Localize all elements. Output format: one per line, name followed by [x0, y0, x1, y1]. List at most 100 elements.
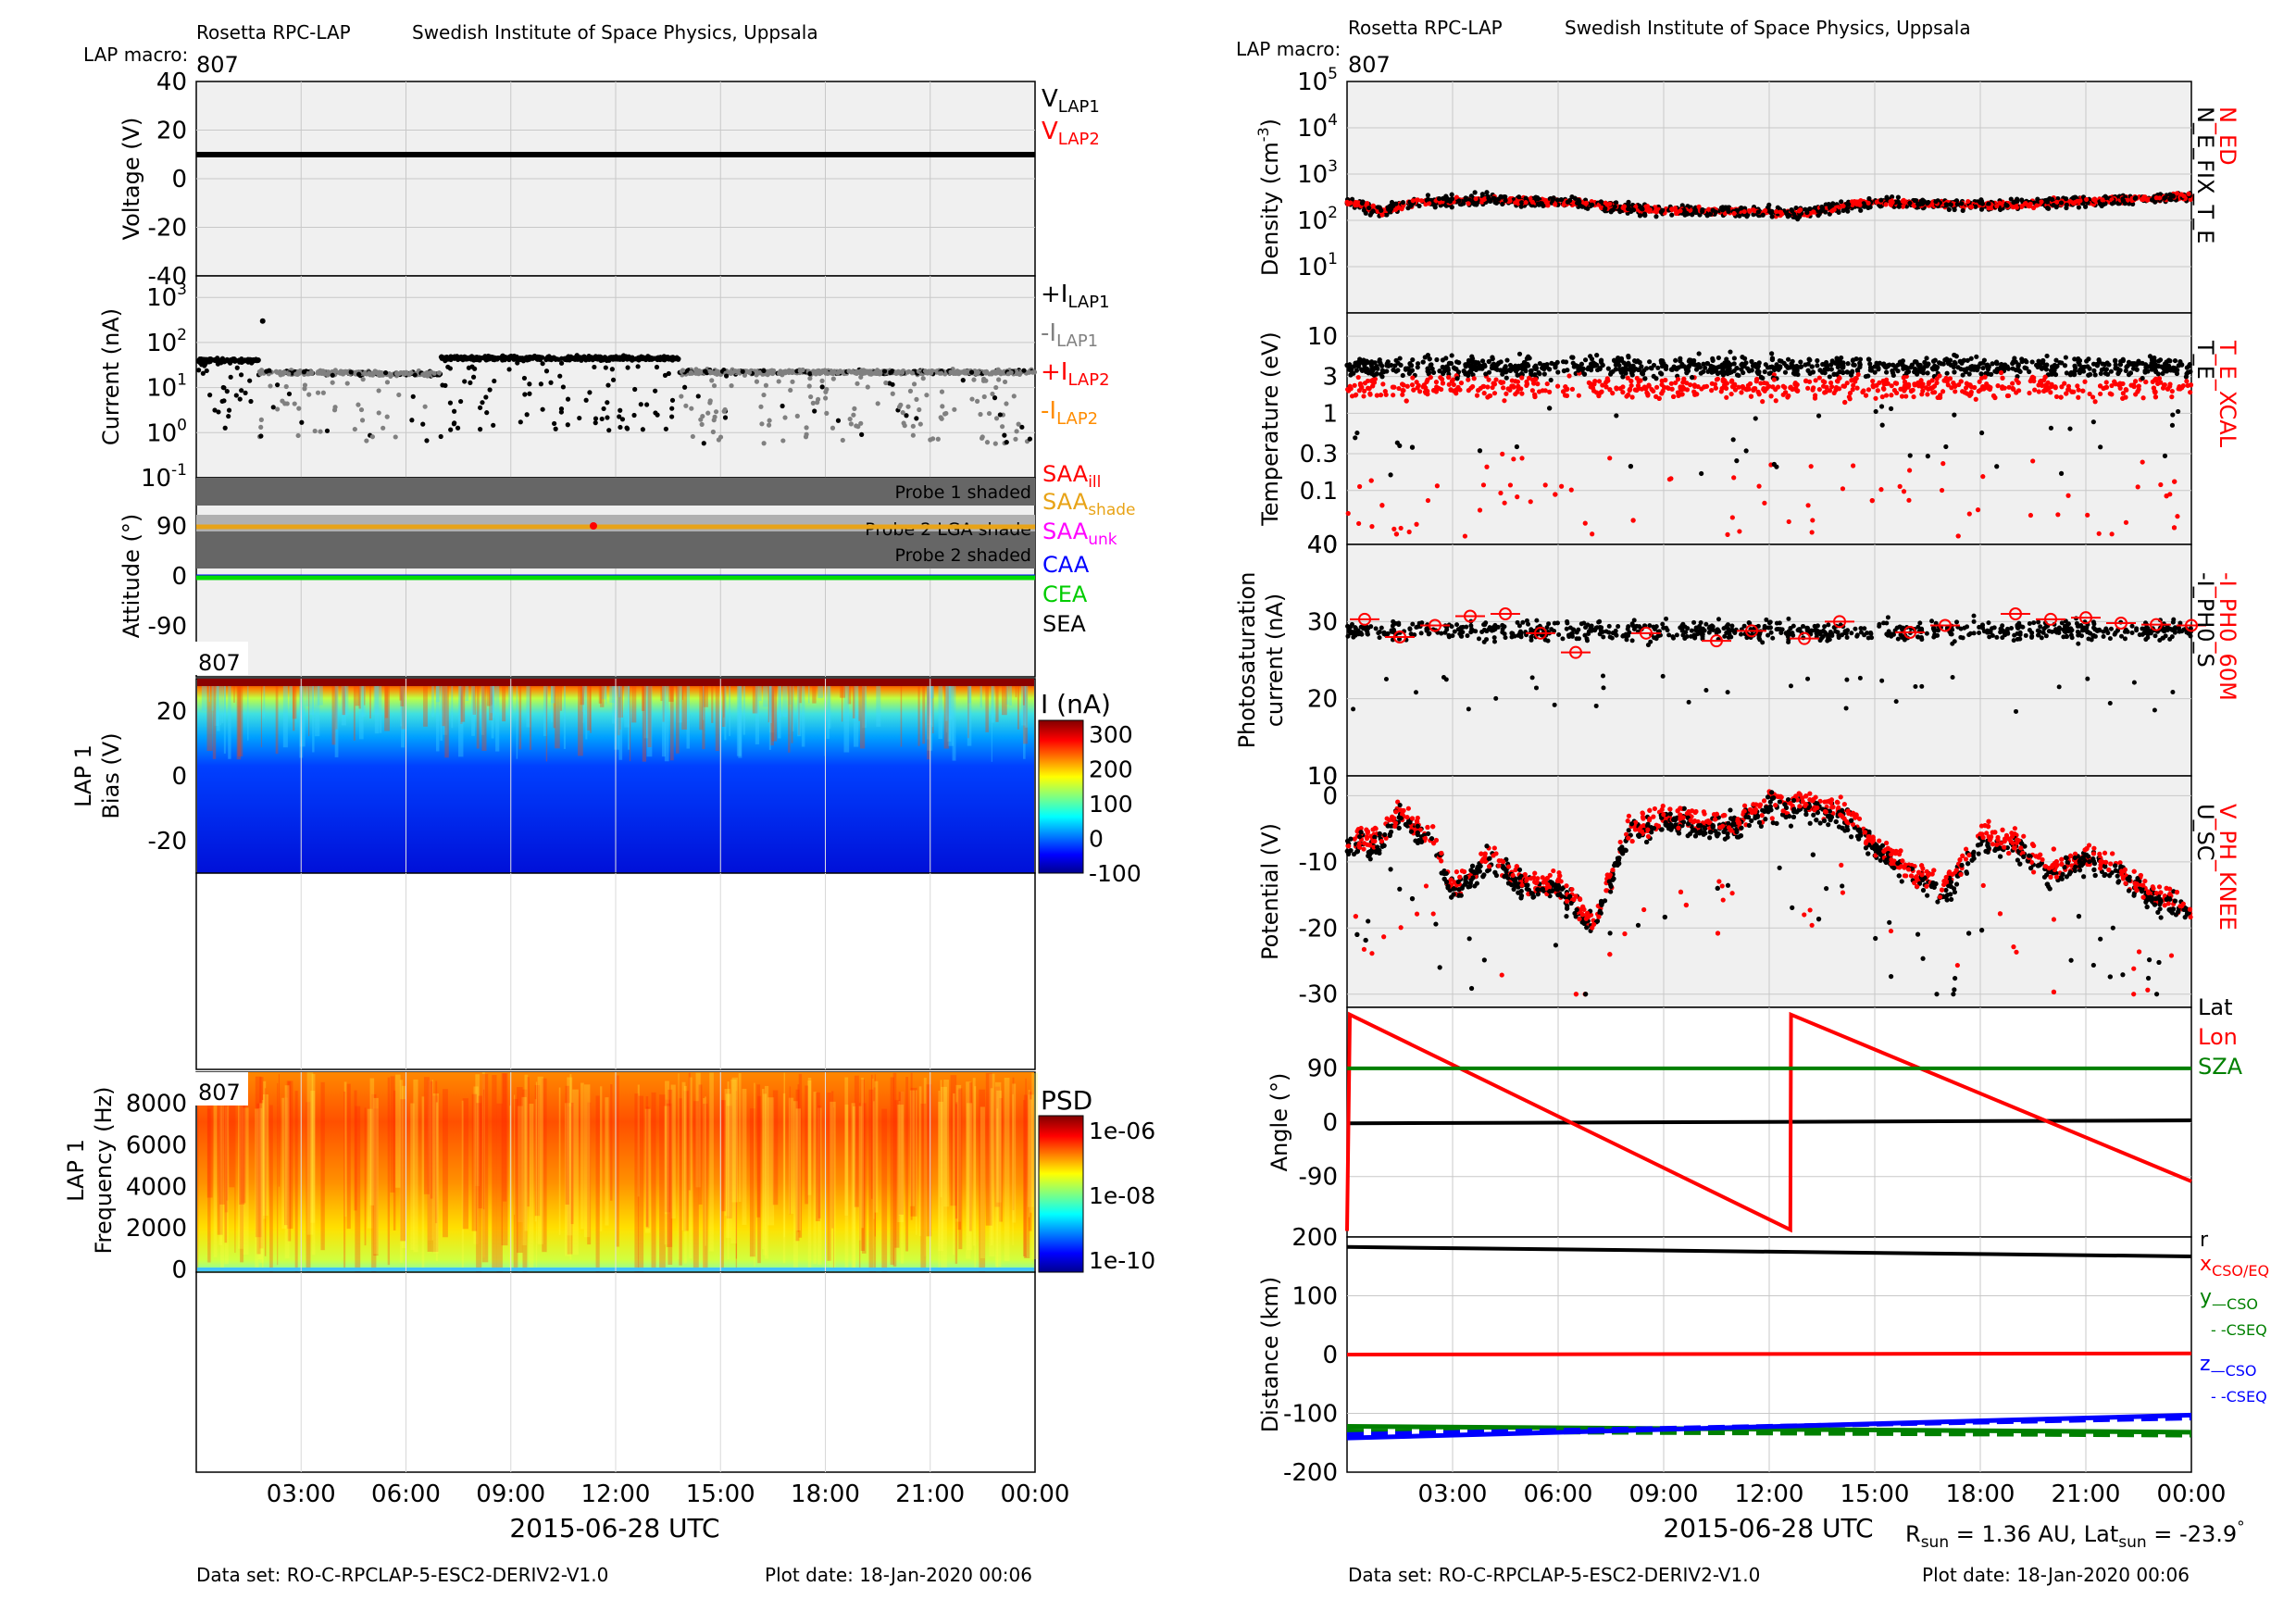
current-point — [412, 372, 418, 378]
density-point — [1719, 207, 1726, 213]
probe2-lga-label: Probe 2 LGA shade — [865, 519, 1031, 540]
x-tick-label: 21:00 — [895, 1480, 965, 1508]
current-point — [480, 400, 485, 406]
freq-stripe — [310, 1091, 316, 1223]
current-point — [984, 440, 991, 445]
freq-stripe — [259, 1103, 264, 1263]
y-tick-label: 0 — [171, 763, 187, 791]
density-point — [1585, 206, 1591, 211]
temperature-point — [1710, 357, 1716, 363]
current-point — [761, 392, 767, 398]
freq-stripe — [720, 1100, 724, 1294]
density-point — [2044, 206, 2051, 211]
freq-stripe — [410, 1103, 415, 1250]
current-point — [233, 393, 239, 398]
temperature-point — [1536, 389, 1542, 394]
current-point — [819, 378, 825, 383]
density-point — [1946, 206, 1952, 212]
current-point — [382, 369, 389, 376]
x-tick-label: 12:00 — [581, 1480, 651, 1508]
freq-stripe — [517, 1106, 523, 1223]
current-point — [996, 377, 1002, 382]
density-point — [1878, 197, 1884, 203]
current-point — [968, 369, 975, 375]
freq-stripe — [522, 1089, 528, 1278]
bias-stripe — [647, 679, 652, 747]
density-point — [2039, 199, 2044, 205]
current-point — [218, 360, 224, 366]
bias-stripe — [400, 679, 403, 727]
current-point — [1005, 371, 1011, 377]
density-point — [1669, 212, 1675, 218]
freq-stripe — [909, 1090, 916, 1206]
current-point — [653, 388, 658, 394]
density-point — [1997, 206, 2003, 213]
freq-stripe — [224, 1106, 229, 1265]
bias-stripe — [769, 679, 775, 746]
bias-stripe — [669, 679, 674, 761]
freq-stripe — [294, 1091, 298, 1285]
bias-stripe — [543, 679, 547, 736]
current-point — [552, 420, 557, 427]
current-point — [877, 371, 883, 377]
temperature-point — [2029, 359, 2035, 365]
current-point — [538, 381, 543, 387]
freq-stripe — [844, 1077, 849, 1216]
density-point — [1858, 207, 1864, 213]
current-point — [203, 361, 208, 367]
frequency-macro-tag: 807 — [198, 1080, 241, 1106]
density-point — [1965, 198, 1971, 205]
current-point — [237, 357, 243, 363]
density-point — [2144, 197, 2151, 203]
density-point — [1387, 203, 1393, 209]
density-point — [1366, 205, 1372, 211]
current-point — [711, 382, 718, 389]
bias-stripe — [458, 679, 464, 757]
freq-stripe — [257, 1107, 263, 1260]
current-point — [408, 369, 414, 376]
temperature-point — [2135, 484, 2140, 490]
temperature-point — [1425, 497, 1431, 504]
current-point — [788, 387, 793, 394]
bias-stripe — [308, 679, 315, 716]
bias-stripe — [828, 679, 831, 729]
bias-stripe — [742, 679, 746, 735]
freq-stripe — [651, 1092, 656, 1268]
current-point — [830, 376, 836, 381]
bias-stripe — [952, 679, 956, 761]
current-point — [605, 382, 611, 388]
freq-stripe — [832, 1107, 835, 1272]
current-point — [663, 426, 668, 431]
current-point — [930, 368, 935, 374]
current-point — [443, 382, 448, 388]
freq-stripe — [514, 1094, 516, 1216]
bias-stripe — [545, 679, 548, 712]
current-point — [761, 368, 767, 374]
freq-stripe — [481, 1072, 485, 1258]
current-point — [847, 416, 853, 422]
density-point — [1620, 205, 1626, 211]
current-point — [896, 404, 903, 410]
temperature-point — [2175, 514, 2180, 519]
freq-stripe — [817, 1105, 821, 1218]
current-point — [640, 356, 645, 362]
freq-stripe — [940, 1080, 942, 1198]
bias-stripe — [502, 679, 506, 722]
freq-stripe — [938, 1101, 944, 1252]
density-point — [1630, 207, 1637, 213]
freq-stripe — [610, 1084, 613, 1201]
freq-stripe — [742, 1088, 747, 1225]
current-point — [275, 406, 281, 412]
current-point — [866, 369, 871, 374]
frequency-ylabel-1: LAP 1 — [63, 1139, 89, 1202]
density-point — [1589, 202, 1595, 207]
freq-stripe — [827, 1093, 831, 1261]
freq-stripe — [1012, 1077, 1015, 1211]
current-point — [540, 361, 545, 367]
density-point — [1846, 202, 1852, 207]
freq-stripe — [1012, 1093, 1014, 1246]
current-point — [238, 372, 244, 378]
freq-stripe — [813, 1092, 817, 1265]
current-point — [566, 354, 571, 359]
